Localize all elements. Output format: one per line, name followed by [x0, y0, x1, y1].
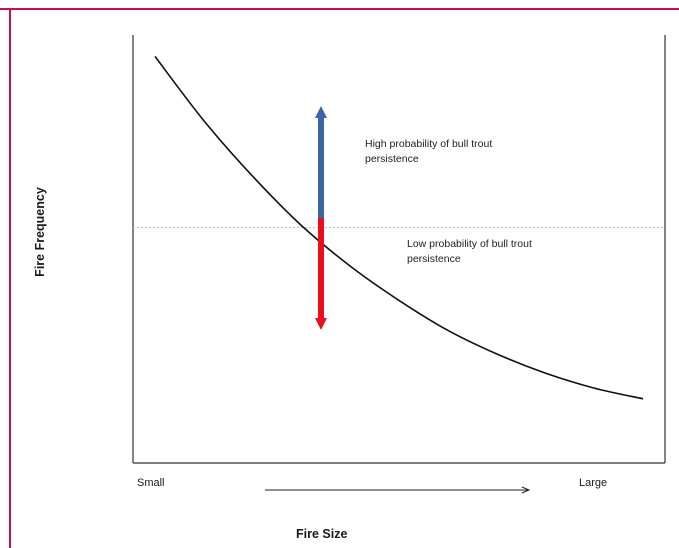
low-probability-annotation: Low probability of bull trout persistenc…: [407, 238, 532, 265]
frame-top-border: [0, 8, 679, 10]
x-tick-label-large: Large: [579, 477, 608, 489]
y-axis-title: Fire Frequency: [33, 187, 47, 277]
high-probability-annotation: High probability of bull trout persisten…: [365, 138, 493, 165]
frequency-size-curve: [154, 55, 644, 400]
frame-left-border: [9, 8, 11, 548]
x-direction-arrow-head: [521, 486, 531, 494]
red-down-arrow: [315, 218, 327, 330]
blue-up-arrow: [315, 106, 327, 218]
blue-arrow-head: [315, 106, 327, 118]
red-arrow-head: [315, 318, 327, 330]
x-axis-title: Fire Size: [296, 527, 348, 541]
x-tick-label-small: Small: [137, 477, 165, 489]
x-direction-arrow: [265, 486, 531, 494]
